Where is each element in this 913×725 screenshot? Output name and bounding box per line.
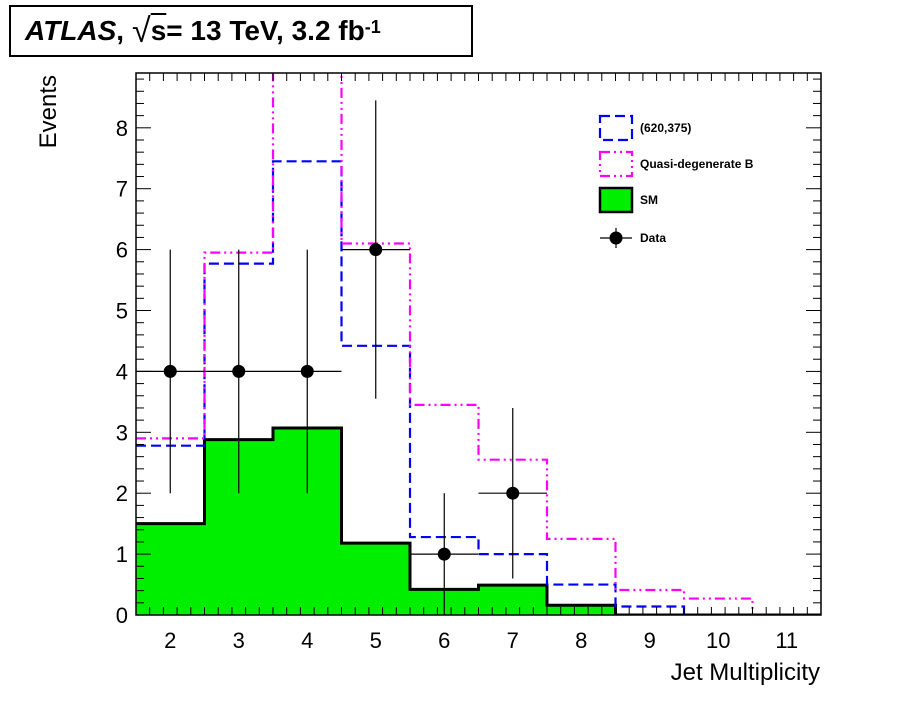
data-marker-2 — [163, 364, 177, 378]
y-tick-label-4: 4 — [116, 359, 128, 384]
data-marker-5 — [369, 243, 383, 257]
experiment-label: ATLAS — [25, 15, 117, 46]
legend: (620,375) Quasi-degenerate B SM Data — [598, 114, 754, 248]
x-tick-label-2: 2 — [164, 628, 176, 653]
line-620-375 — [136, 160, 686, 615]
x-tick-label-9: 9 — [644, 628, 656, 653]
y-tick-label-7: 7 — [116, 177, 128, 202]
legend-swatch-620-375 — [598, 114, 634, 142]
bar-sm-3 — [341, 543, 410, 615]
y-tick-label-2: 2 — [116, 481, 128, 506]
legend-swatch-sm — [598, 186, 634, 214]
x-tick-label-11: 11 — [775, 628, 798, 653]
legend-label-quasi-degenerate-b: Quasi-degenerate B — [640, 157, 754, 171]
legend-label-sm: SM — [640, 193, 658, 207]
x-tick-label-6: 6 — [438, 628, 450, 653]
y-tick-label-3: 3 — [116, 420, 128, 445]
data-marker-6 — [437, 547, 451, 561]
legend-marker-data — [609, 231, 623, 245]
x-tick-label-10: 10 — [706, 628, 730, 653]
legend-entry-sm: SM — [598, 186, 658, 214]
energy-variable: s — [150, 15, 167, 46]
legend-label-data: Data — [640, 231, 666, 245]
bar-sm-5 — [478, 585, 547, 615]
plot-frame-layer: 0 1 2 3 4 5 6 7 8 2 3 4 5 6 7 8 9 10 11 — [116, 72, 822, 653]
x-tick-label-3: 3 — [233, 628, 245, 653]
bar-sm-6 — [547, 605, 616, 615]
legend-entry-620-375: (620,375) — [598, 114, 691, 142]
data-point-6 — [410, 493, 479, 615]
y-axis-title: Events — [35, 75, 62, 148]
label-separator: , — [116, 15, 125, 46]
data-marker-4 — [300, 364, 314, 378]
legend-entry-quasi-degenerate-b: Quasi-degenerate B — [598, 150, 754, 178]
y-tick-label-5: 5 — [116, 299, 128, 324]
energy-lumi-text: = 13 TeV, 3.2 fb — [166, 15, 365, 46]
x-tick-label-4: 4 — [301, 628, 313, 653]
data-point-7 — [478, 407, 547, 579]
data-marker-3 — [232, 364, 246, 378]
x-tick-label-8: 8 — [575, 628, 587, 653]
x-tick-label-5: 5 — [370, 628, 382, 653]
y-tick-label-6: 6 — [116, 238, 128, 263]
x-axis-title: Jet Multiplicity — [671, 659, 820, 686]
data-point-3 — [204, 249, 273, 494]
data-point-5 — [341, 100, 410, 399]
legend-entry-data: Data — [600, 228, 666, 248]
y-tick-label-1: 1 — [116, 542, 128, 567]
y-tick-label-0: 0 — [116, 603, 128, 628]
y-tick-label-8: 8 — [116, 116, 128, 141]
bar-sm-0 — [136, 523, 205, 615]
atlas-label-box: ATLAS , √ s = 13 TeV, 3.2 fb -1 — [9, 5, 473, 57]
sqrt-symbol: √ — [132, 11, 151, 50]
lumi-exponent: -1 — [364, 16, 381, 37]
legend-label-620-375: (620,375) — [640, 121, 691, 135]
legend-swatch-quasi-degenerate-b — [598, 150, 634, 178]
data-points-layer — [136, 100, 547, 615]
x-tick-label-7: 7 — [507, 628, 519, 653]
data-marker-7 — [506, 486, 520, 500]
data-point-4 — [273, 249, 342, 494]
